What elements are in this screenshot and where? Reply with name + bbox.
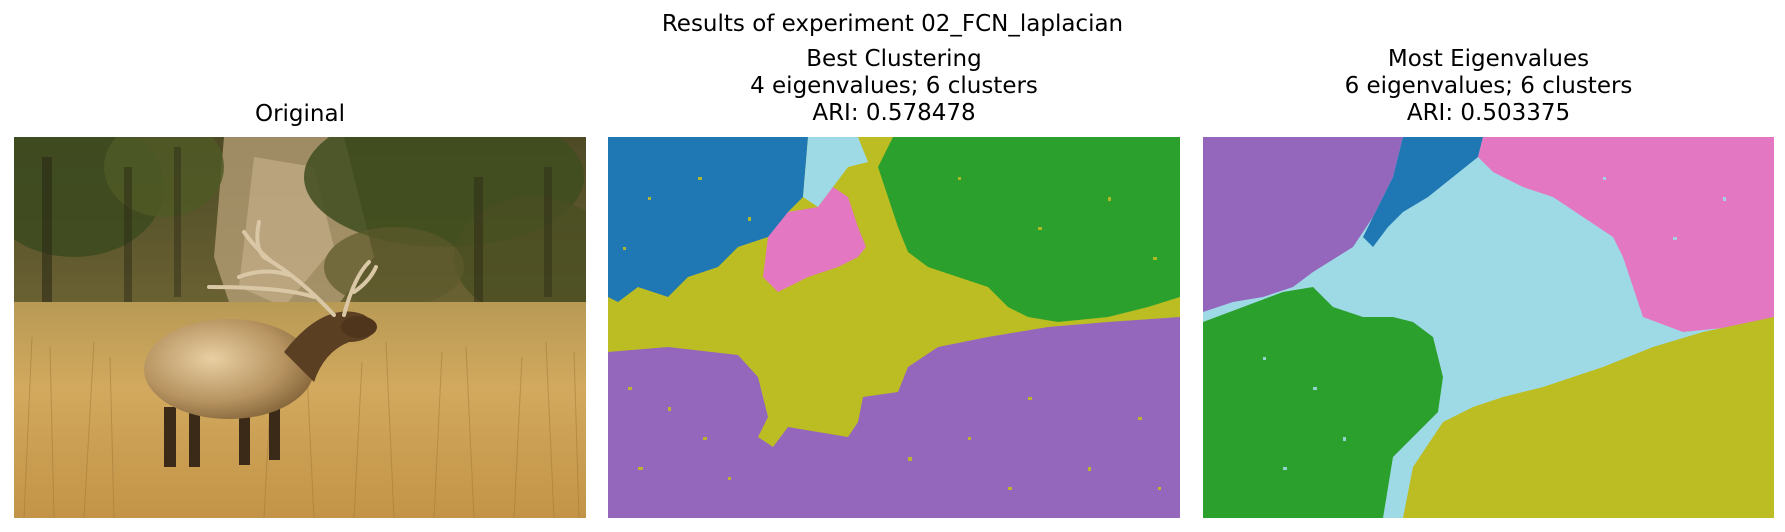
elk-photo-illustration: [14, 137, 586, 518]
elk-figure: [144, 220, 378, 467]
panel-best-clustering-title-line-1: Best Clustering: [806, 46, 982, 72]
panel-best-clustering-title: Best Clustering 4 eigenvalues; 6 cluster…: [608, 46, 1180, 127]
segmentation-map-most: [1203, 137, 1774, 518]
best-clustering-segmentation: [608, 137, 1180, 518]
most-eigenvalues-segmentation: [1203, 137, 1774, 518]
panel-most-eigenvalues-title-line-2: 6 eigenvalues; 6 clusters: [1344, 73, 1633, 99]
panel-most-eigenvalues-title: Most Eigenvalues 6 eigenvalues; 6 cluste…: [1203, 46, 1774, 127]
original-photo: [14, 137, 586, 518]
segmentation-map-best: [608, 137, 1180, 518]
panel-original-title-line-1: Original: [254, 101, 345, 127]
panel-best-clustering-title-line-3: ARI: 0.578478: [812, 100, 976, 126]
panel-most-eigenvalues-title-line-1: Most Eigenvalues: [1387, 46, 1590, 72]
figure-suptitle: Results of experiment 02_FCN_laplacian: [661, 11, 1124, 37]
panel-best-clustering-title-line-2: 4 eigenvalues; 6 clusters: [750, 73, 1038, 99]
panel-most-eigenvalues-title-line-3: ARI: 0.503375: [1406, 100, 1571, 126]
panel-original-title: Original: [14, 101, 586, 128]
